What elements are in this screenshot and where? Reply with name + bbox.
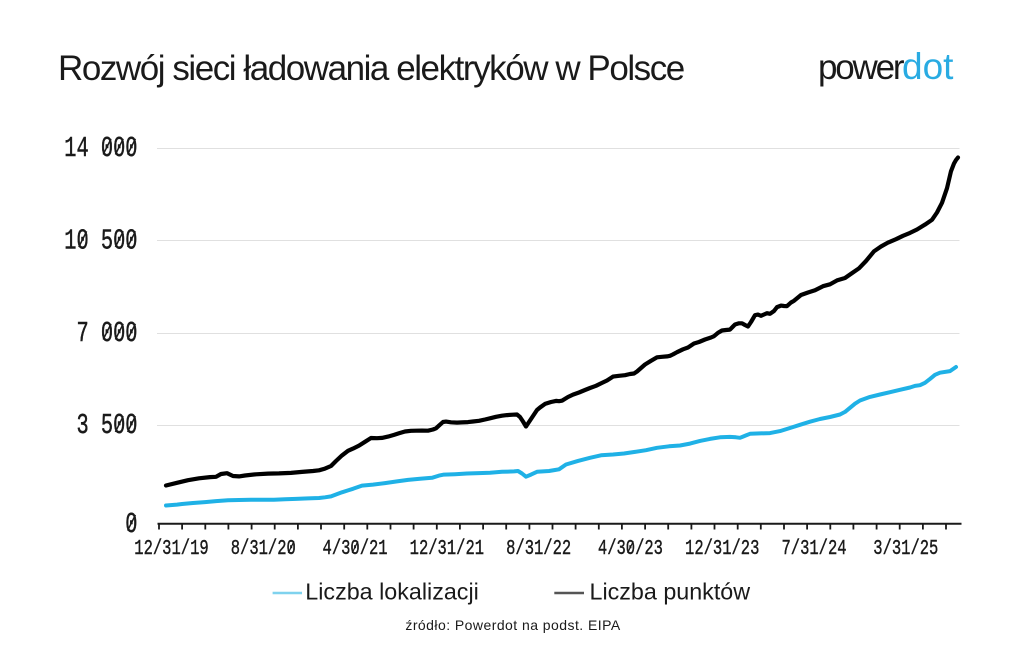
- svg-text:źródło: Powerdot na podst. EIP: źródło: Powerdot na podst. EIPA: [405, 617, 620, 633]
- svg-text:dot: dot: [902, 46, 954, 87]
- svg-text:12/31/21: 12/31/21: [410, 537, 484, 561]
- svg-text:8/31/20: 8/31/20: [231, 537, 296, 561]
- svg-text:7/31/24: 7/31/24: [781, 537, 846, 561]
- svg-text:8/31/22: 8/31/22: [506, 537, 571, 561]
- svg-text:Liczba punktów: Liczba punktów: [590, 579, 751, 605]
- svg-text:12/31/23: 12/31/23: [685, 537, 759, 561]
- svg-text:12/31/19: 12/31/19: [134, 537, 208, 561]
- svg-text:3/31/25: 3/31/25: [873, 537, 938, 561]
- svg-text:14 000: 14 000: [64, 133, 137, 165]
- svg-text:10 500: 10 500: [64, 225, 137, 257]
- svg-text:Rozwój sieci ładowania elektry: Rozwój sieci ładowania elektryków w Pols…: [58, 49, 684, 88]
- svg-text:4/30/23: 4/30/23: [598, 537, 663, 561]
- svg-text:3 500: 3 500: [76, 410, 137, 442]
- svg-text:7 000: 7 000: [76, 318, 137, 350]
- svg-text:Liczba lokalizacji: Liczba lokalizacji: [305, 579, 479, 605]
- svg-text:4/30/21: 4/30/21: [323, 537, 388, 561]
- svg-text:power: power: [818, 48, 905, 87]
